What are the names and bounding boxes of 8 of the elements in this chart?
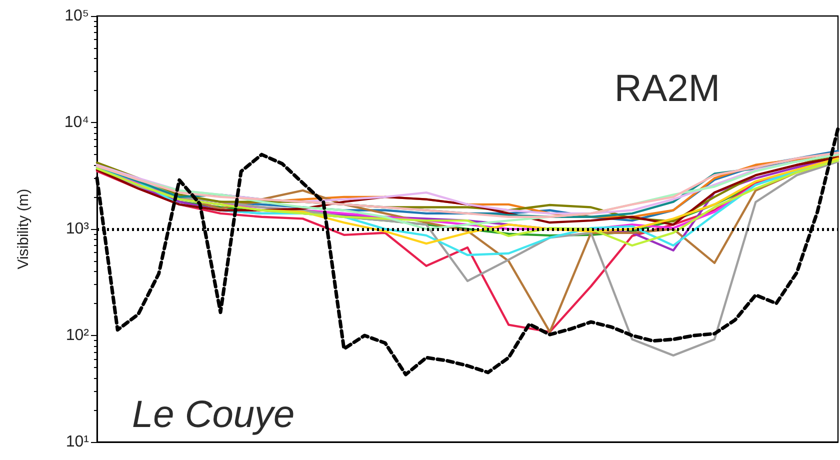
y-tick-label: 10² [66,327,90,344]
annotation: RA2M [614,68,720,110]
y-tick-label: 10³ [66,220,90,238]
annotation: Le Couye [132,394,295,436]
y-axis-title: Visibility (m) [15,188,32,270]
y-tick-label: 10⁴ [64,114,90,131]
y-tick-label: 10¹ [66,434,89,450]
y-tick-label: 10⁵ [64,8,89,24]
